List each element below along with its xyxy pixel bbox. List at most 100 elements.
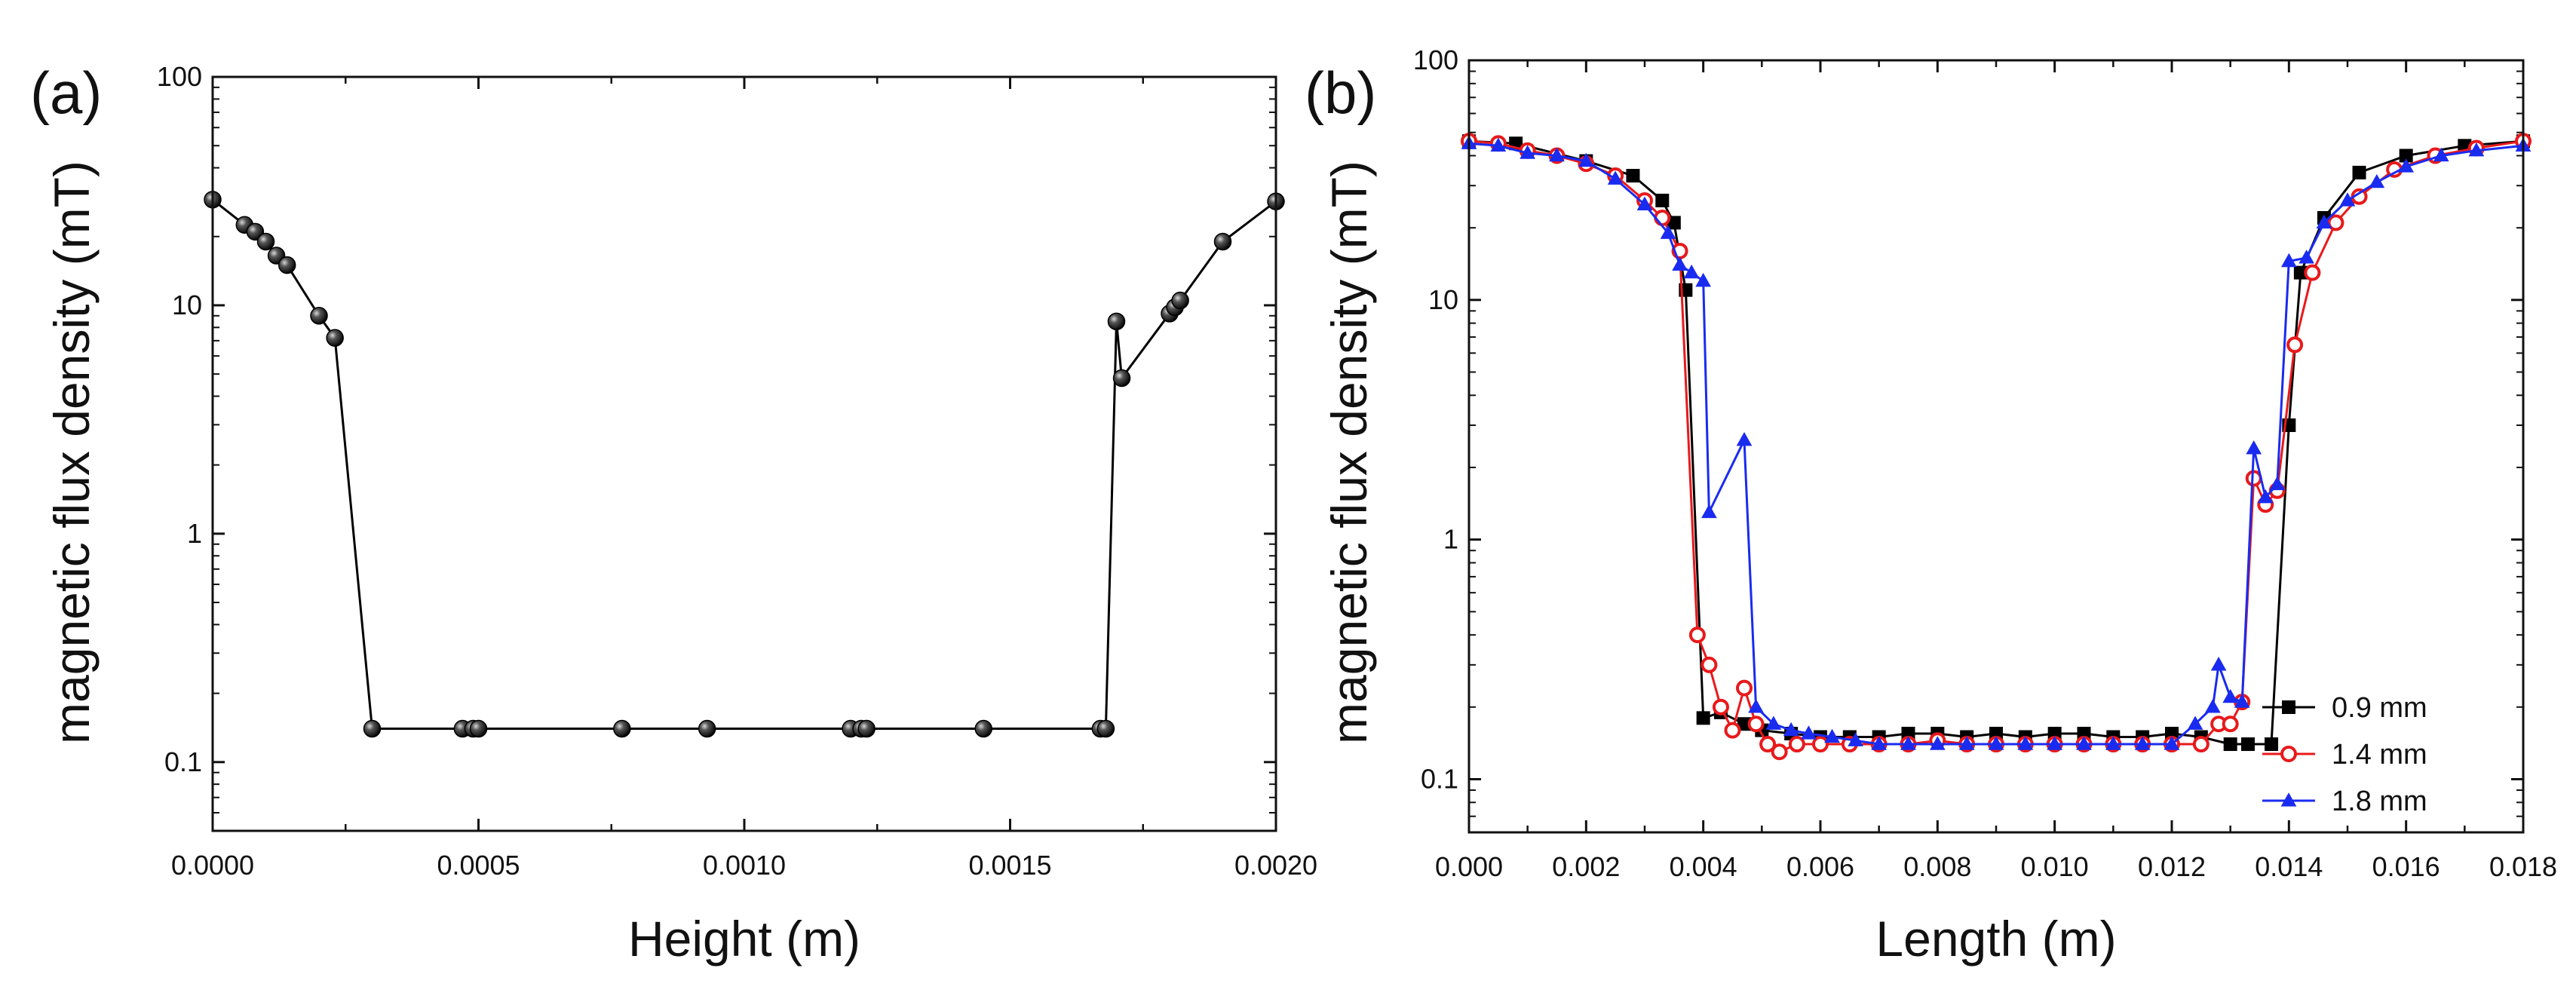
legend-entry: 0.9 mm bbox=[2262, 692, 2427, 724]
data-point bbox=[2017, 736, 2034, 750]
data-point bbox=[2352, 165, 2366, 179]
data-point bbox=[1783, 722, 1799, 737]
data-point bbox=[1096, 719, 1115, 738]
data-point bbox=[1812, 736, 1829, 753]
data-point bbox=[1549, 147, 1565, 162]
data-point bbox=[857, 719, 876, 738]
data-point bbox=[2265, 737, 2279, 752]
data-point bbox=[2286, 336, 2304, 354]
y-axis-title-b: magnetic flux density (mT) bbox=[1321, 161, 1377, 744]
x-tick-label: 0.000 bbox=[1435, 851, 1503, 882]
y-tick-label: 0.1 bbox=[164, 746, 202, 777]
legend-label: 1.4 mm bbox=[2332, 739, 2427, 771]
axis-ticks-a: 0.0000 0.0005 0.0010 0.0015 0.0020 0.1 1 10 100 bbox=[157, 61, 1317, 881]
x-axis-title-a: Height (m) bbox=[628, 911, 860, 967]
data-point bbox=[1737, 717, 1752, 731]
legend-label: 1.8 mm bbox=[2332, 786, 2427, 817]
y-tick-label: 100 bbox=[157, 61, 202, 92]
data-point bbox=[1724, 722, 1741, 739]
legend-marker bbox=[2282, 700, 2295, 714]
data-point bbox=[2223, 737, 2237, 752]
data-point bbox=[2468, 142, 2485, 157]
data-point bbox=[1667, 216, 1681, 230]
x-tick-label: 0.0020 bbox=[1234, 850, 1317, 881]
data-point bbox=[1107, 312, 1126, 331]
series-line bbox=[1468, 139, 2524, 746]
legend-label: 0.9 mm bbox=[2332, 692, 2427, 724]
data-point bbox=[1748, 699, 1764, 713]
data-point bbox=[2187, 715, 2203, 730]
legend-b: 0.9 mm 1.4 mm 1.8 mm bbox=[2262, 692, 2427, 817]
series-0.9-mm bbox=[1462, 134, 2530, 752]
data-point bbox=[1672, 256, 1688, 271]
legend-entry: 1.4 mm bbox=[2262, 739, 2427, 771]
data-point bbox=[1660, 225, 1676, 239]
x-tick-label: 0.004 bbox=[1670, 851, 1737, 882]
series-line bbox=[1468, 139, 2524, 753]
y-tick-label: 1 bbox=[1443, 524, 1458, 555]
data-point bbox=[2433, 147, 2449, 162]
data-point bbox=[2246, 440, 2262, 455]
data-point bbox=[2280, 253, 2297, 268]
y-tick-label: 1 bbox=[187, 518, 202, 549]
data-point bbox=[2047, 736, 2063, 750]
x-tick-label: 0.0010 bbox=[703, 850, 786, 881]
y-tick-label: 0.1 bbox=[1421, 763, 1458, 794]
y-tick-label: 10 bbox=[172, 290, 202, 320]
data-point bbox=[2327, 214, 2344, 231]
data-point bbox=[1683, 264, 1700, 279]
data-point bbox=[2304, 264, 2321, 281]
x-tick-label: 0.0000 bbox=[171, 850, 254, 881]
data-point bbox=[1696, 711, 1710, 725]
data-point bbox=[2164, 736, 2180, 750]
data-point bbox=[1688, 627, 1706, 644]
x-axis-title-b: Length (m) bbox=[1875, 911, 2116, 967]
data-point bbox=[2257, 489, 2274, 504]
chart-panel-a: (a) magnetic flux density (mT) Height (m… bbox=[30, 60, 1317, 967]
data-point bbox=[1988, 736, 2004, 750]
data-point bbox=[1578, 152, 1594, 167]
legend-entry: 1.8 mm bbox=[2262, 786, 2427, 817]
x-tick-label: 0.0015 bbox=[968, 850, 1051, 881]
data-point bbox=[2339, 192, 2356, 207]
data-point bbox=[1171, 291, 1189, 310]
plot-frame-a bbox=[211, 75, 1277, 832]
data-point bbox=[1801, 725, 1817, 740]
data-point bbox=[1747, 715, 1765, 733]
data-point bbox=[2293, 265, 2308, 280]
data-point bbox=[1788, 736, 1805, 753]
data-point bbox=[1626, 169, 1640, 183]
data-point bbox=[2222, 688, 2239, 703]
data-point bbox=[1490, 137, 1507, 152]
data-point bbox=[1736, 431, 1753, 446]
data-point bbox=[1900, 736, 1916, 750]
x-tick-label: 0.006 bbox=[1786, 851, 1854, 882]
data-point bbox=[2399, 149, 2413, 163]
data-point bbox=[1929, 736, 1946, 750]
x-tick-label: 0.018 bbox=[2489, 851, 2557, 882]
data-point bbox=[326, 329, 344, 347]
x-tick-label: 0.002 bbox=[1552, 851, 1620, 882]
series-1.8-mm bbox=[1461, 135, 2532, 750]
axis-ticks-b: 0.000 0.002 0.004 0.006 0.008 0.010 0.012 0.014… bbox=[1413, 44, 2557, 882]
x-tick-label: 0.012 bbox=[2138, 851, 2206, 882]
data-point bbox=[256, 232, 275, 251]
data-point bbox=[1765, 715, 1782, 730]
series-1.4-mm bbox=[1461, 133, 2532, 761]
series-magnetic-flux-density bbox=[204, 191, 1285, 738]
data-point bbox=[2398, 158, 2415, 173]
data-point bbox=[278, 256, 296, 274]
data-point bbox=[1848, 732, 1863, 746]
data-point bbox=[1771, 743, 1788, 761]
y-tick-label: 10 bbox=[1428, 284, 1458, 315]
x-tick-label: 0.008 bbox=[1903, 851, 1971, 882]
data-point bbox=[2210, 657, 2227, 671]
data-point bbox=[1213, 232, 1232, 251]
x-tick-label: 0.014 bbox=[2255, 851, 2323, 882]
data-point bbox=[2192, 736, 2210, 753]
plot-frame-b bbox=[1467, 59, 2525, 834]
data-point bbox=[1700, 656, 1718, 673]
data-point bbox=[698, 719, 716, 738]
data-point bbox=[2269, 476, 2286, 491]
